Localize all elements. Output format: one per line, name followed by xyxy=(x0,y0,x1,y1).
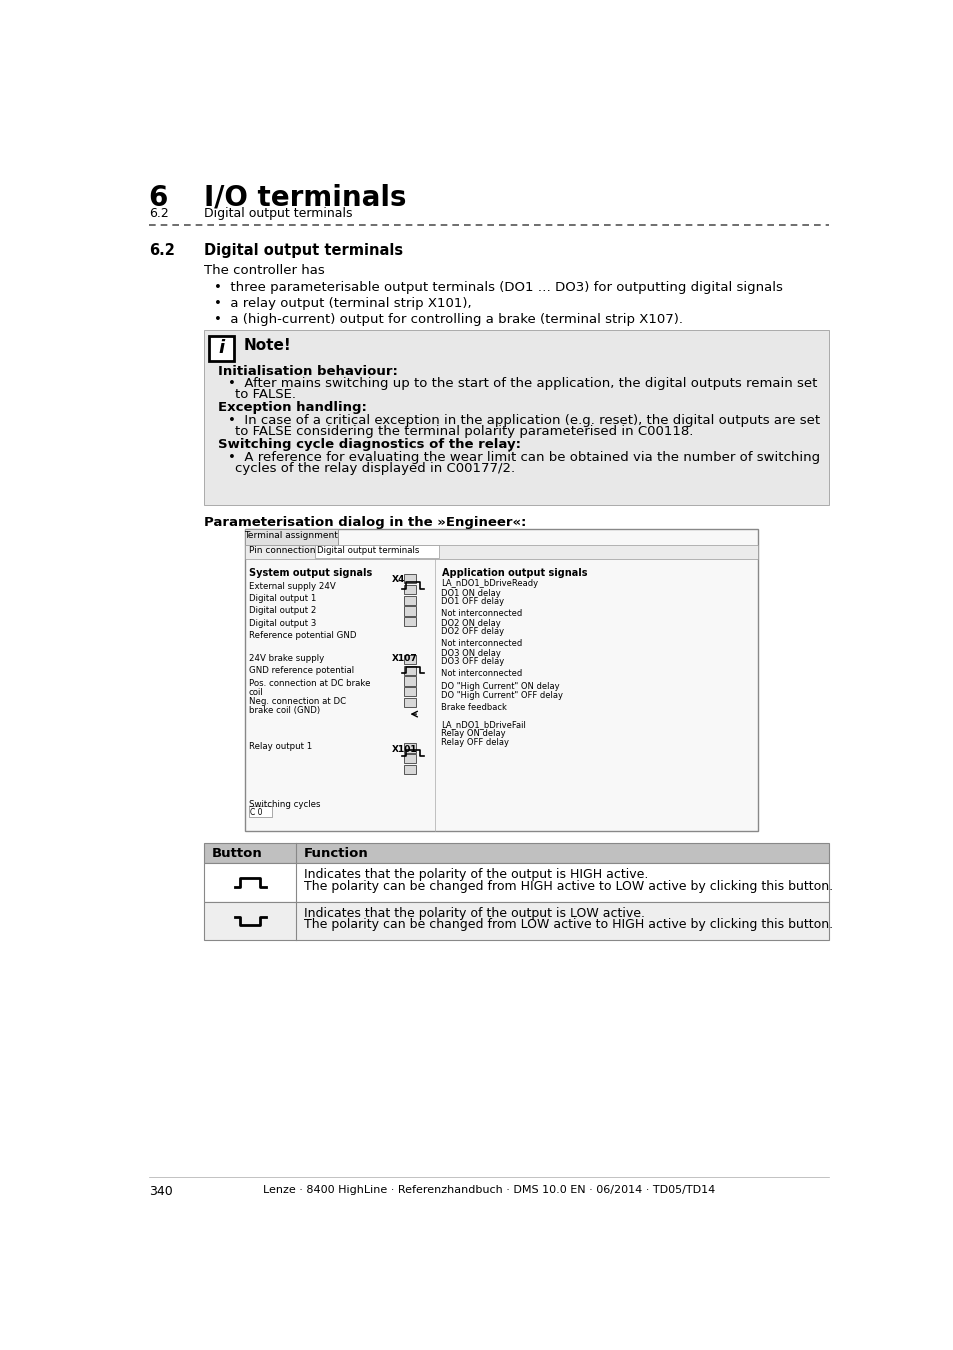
Text: •  In case of a critical exception in the application (e.g. reset), the digital : • In case of a critical exception in the… xyxy=(228,414,819,427)
Text: DO "High Current" ON delay: DO "High Current" ON delay xyxy=(440,682,558,691)
Text: 6: 6 xyxy=(149,184,168,212)
Text: to FALSE.: to FALSE. xyxy=(235,387,296,401)
Bar xyxy=(249,806,272,817)
Text: Brake feedback: Brake feedback xyxy=(440,703,506,713)
Text: System output signals: System output signals xyxy=(249,568,372,578)
Text: Relay output 1: Relay output 1 xyxy=(249,741,312,751)
Text: DO "High Current" OFF delay: DO "High Current" OFF delay xyxy=(440,691,562,701)
Text: DO1 OFF delay: DO1 OFF delay xyxy=(440,597,503,606)
Text: •  a relay output (terminal strip X101),: • a relay output (terminal strip X101), xyxy=(213,297,471,309)
Text: Indicates that the polarity of the output is LOW active.: Indicates that the polarity of the outpu… xyxy=(303,907,644,919)
Text: i: i xyxy=(218,339,224,358)
Bar xyxy=(403,585,416,594)
Text: Button: Button xyxy=(212,848,263,860)
Bar xyxy=(403,655,416,664)
Text: cycles of the relay displayed in C00177/2.: cycles of the relay displayed in C00177/… xyxy=(235,462,515,475)
Text: DO2 OFF delay: DO2 OFF delay xyxy=(440,628,503,636)
Bar xyxy=(403,676,416,686)
Text: Not interconnected: Not interconnected xyxy=(440,640,521,648)
Bar xyxy=(403,574,416,583)
Text: Exception handling:: Exception handling: xyxy=(218,401,367,414)
Text: Pin connection: Pin connection xyxy=(249,547,314,555)
Bar xyxy=(403,617,416,626)
Bar xyxy=(403,698,416,707)
Text: DO1 ON delay: DO1 ON delay xyxy=(440,589,500,598)
Text: Digital output 2: Digital output 2 xyxy=(249,606,315,616)
Text: Initialisation behaviour:: Initialisation behaviour: xyxy=(218,364,398,378)
Text: Switching cycles: Switching cycles xyxy=(249,801,320,810)
Bar xyxy=(204,329,828,505)
Text: Switching cycle diagnostics of the relay:: Switching cycle diagnostics of the relay… xyxy=(218,439,521,451)
Bar xyxy=(204,902,828,941)
Text: DO3 ON delay: DO3 ON delay xyxy=(440,648,500,657)
Text: X107: X107 xyxy=(392,653,417,663)
Bar xyxy=(245,529,337,544)
Text: The controller has: The controller has xyxy=(204,263,325,277)
Text: Digital output terminals: Digital output terminals xyxy=(204,207,353,220)
Text: LA_nDO1_bDriveReady: LA_nDO1_bDriveReady xyxy=(440,579,537,589)
Text: LA_nDO1_bDriveFail: LA_nDO1_bDriveFail xyxy=(440,721,525,729)
Text: Function: Function xyxy=(303,848,368,860)
Text: External supply 24V: External supply 24V xyxy=(249,582,335,591)
Text: Parameterisation dialog in the »Engineer«:: Parameterisation dialog in the »Engineer… xyxy=(204,516,526,529)
Bar xyxy=(209,336,233,360)
Text: DO2 ON delay: DO2 ON delay xyxy=(440,618,500,628)
Bar xyxy=(245,544,757,559)
Text: X101: X101 xyxy=(392,745,417,753)
Text: C 0: C 0 xyxy=(250,809,262,817)
Text: GND reference potential: GND reference potential xyxy=(249,667,354,675)
Text: 6.2: 6.2 xyxy=(149,207,169,220)
Text: Digital output 1: Digital output 1 xyxy=(249,594,315,603)
Text: Digital output terminals: Digital output terminals xyxy=(204,243,403,258)
Text: X4: X4 xyxy=(392,575,405,585)
Text: The polarity can be changed from LOW active to HIGH active by clicking this butt: The polarity can be changed from LOW act… xyxy=(303,918,832,932)
Text: Lenze · 8400 HighLine · Referenzhandbuch · DMS 10.0 EN · 06/2014 · TD05/TD14: Lenze · 8400 HighLine · Referenzhandbuch… xyxy=(262,1184,715,1195)
Text: Not interconnected: Not interconnected xyxy=(440,609,521,618)
Text: Digital output terminals: Digital output terminals xyxy=(316,547,418,555)
Bar xyxy=(314,545,438,558)
Text: Reference potential GND: Reference potential GND xyxy=(249,630,355,640)
Bar xyxy=(403,755,416,763)
Text: •  After mains switching up to the start of the application, the digital outputs: • After mains switching up to the start … xyxy=(228,377,817,390)
Text: Application output signals: Application output signals xyxy=(442,568,587,578)
Bar xyxy=(245,529,757,832)
Text: Relay ON delay: Relay ON delay xyxy=(440,729,505,738)
Bar xyxy=(403,595,416,605)
Text: coil: coil xyxy=(249,688,263,697)
Text: Note!: Note! xyxy=(243,338,291,352)
Text: to FALSE considering the terminal polarity parameterised in C00118.: to FALSE considering the terminal polari… xyxy=(235,424,693,437)
Bar xyxy=(403,687,416,697)
Text: I/O terminals: I/O terminals xyxy=(204,184,407,212)
Bar xyxy=(204,844,828,864)
Bar xyxy=(403,765,416,774)
Text: Pos. connection at DC brake: Pos. connection at DC brake xyxy=(249,679,370,687)
Text: 24V brake supply: 24V brake supply xyxy=(249,653,324,663)
Text: Neg. connection at DC: Neg. connection at DC xyxy=(249,697,345,706)
Bar xyxy=(204,864,828,902)
Text: brake coil (GND): brake coil (GND) xyxy=(249,706,319,716)
Bar xyxy=(403,606,416,616)
Text: •  three parameterisable output terminals (DO1 … DO3) for outputting digital sig: • three parameterisable output terminals… xyxy=(213,281,781,293)
Text: •  a (high-current) output for controlling a brake (terminal strip X107).: • a (high-current) output for controllin… xyxy=(213,313,682,325)
Text: 6.2: 6.2 xyxy=(149,243,174,258)
Text: Not interconnected: Not interconnected xyxy=(440,670,521,679)
Bar xyxy=(403,744,416,752)
Text: The polarity can be changed from HIGH active to LOW active by clicking this butt: The polarity can be changed from HIGH ac… xyxy=(303,880,832,892)
Text: Terminal assignment: Terminal assignment xyxy=(244,531,338,540)
Bar xyxy=(403,666,416,675)
Text: DO3 OFF delay: DO3 OFF delay xyxy=(440,657,503,666)
Text: Indicates that the polarity of the output is HIGH active.: Indicates that the polarity of the outpu… xyxy=(303,868,647,882)
Text: Digital output 3: Digital output 3 xyxy=(249,618,315,628)
Text: Relay OFF delay: Relay OFF delay xyxy=(440,738,508,747)
Text: •  A reference for evaluating the wear limit can be obtained via the number of s: • A reference for evaluating the wear li… xyxy=(228,451,819,464)
Text: 340: 340 xyxy=(149,1184,172,1197)
